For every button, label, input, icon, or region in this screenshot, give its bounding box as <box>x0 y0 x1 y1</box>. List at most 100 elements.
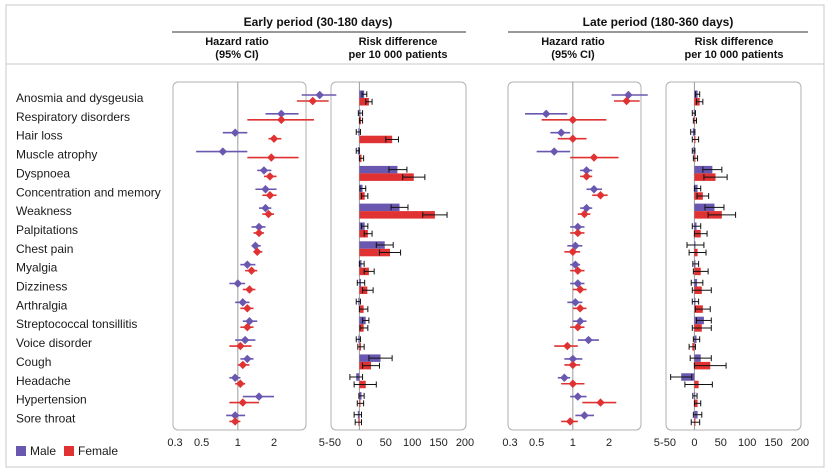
early-female-hr-point <box>265 172 275 181</box>
late-male-hr-point <box>582 166 591 175</box>
late-female-hr-point <box>568 247 578 256</box>
early-female-hr-point <box>243 304 252 313</box>
outcome-label: Headache <box>16 374 71 388</box>
late-female-hr-point <box>589 153 599 162</box>
late-male-hr-point <box>589 185 599 194</box>
late-female-hr-point <box>582 172 591 181</box>
late-male-hr-point <box>560 373 569 382</box>
late-male-rd-bar <box>694 203 715 212</box>
late-female-hr-point <box>568 115 578 125</box>
late-male-hr-point <box>571 241 580 250</box>
outcome-label: Streptococcal tonsillitis <box>16 317 137 331</box>
early-female-hr-point <box>236 341 245 351</box>
late-female-hr-point <box>568 360 578 370</box>
late-female-hr-point <box>596 191 605 200</box>
early-male-hr-point <box>254 222 264 232</box>
early-period-title: Early period (30-180 days) <box>244 15 393 29</box>
early-female-rd-bar <box>359 248 391 257</box>
late-hr-tick-label: 5 <box>654 437 660 449</box>
late-hr-title: Hazard ratio <box>541 36 605 48</box>
legend: Male Female <box>16 444 118 458</box>
late-male-hr-point <box>624 90 633 100</box>
late-female-hr-point <box>573 266 583 275</box>
late-hr-subtitle: (95% CI) <box>551 49 595 61</box>
late-male-hr-point <box>568 354 578 364</box>
early-male-hr-point <box>230 128 240 137</box>
late-rd-tick-label: -50 <box>660 437 676 449</box>
late-female-hr-point <box>568 134 578 143</box>
late-male-hr-point <box>571 298 580 307</box>
early-rd-title: Risk difference <box>359 36 438 48</box>
early-male-hr-point <box>261 185 270 194</box>
late-female-hr-point <box>575 304 585 313</box>
early-hr-tick-label: 0.5 <box>194 437 209 449</box>
early-male-hr-point <box>218 147 228 156</box>
late-male-hr-point <box>571 260 580 269</box>
early-hr-tick-label: 0.3 <box>167 437 182 449</box>
early-male-hr-point <box>243 260 252 269</box>
outcome-label: Weakness <box>16 204 72 218</box>
outcome-label: Arthralgia <box>16 298 68 312</box>
late-rd-tick-label: 200 <box>791 437 809 449</box>
late-hr-panel <box>507 81 642 431</box>
legend-female-label: Female <box>78 444 118 458</box>
late-male-hr-point <box>556 128 566 137</box>
late-male-hr-point <box>541 109 551 119</box>
early-rd-panel <box>330 81 467 431</box>
outcome-label: Cough <box>16 355 51 369</box>
early-male-hr-point <box>238 298 248 307</box>
early-male-rd-bar <box>359 165 398 174</box>
late-hr-tick-label: 0.5 <box>529 437 544 449</box>
late-female-hr-point <box>622 96 631 106</box>
early-male-rd-bar <box>359 203 400 212</box>
early-female-rd-bar <box>359 135 393 144</box>
data-marks <box>196 90 737 426</box>
early-female-hr-point <box>254 228 264 238</box>
outcome-label: Anosmia and dysgeusia <box>16 91 144 105</box>
outcome-labels: Anosmia and dysgeusia Respiratory disorde… <box>16 91 161 425</box>
early-female-hr-point <box>308 96 317 106</box>
early-female-hr-point <box>267 153 276 162</box>
early-female-hr-point <box>238 398 248 407</box>
legend-male-label: Male <box>30 444 56 458</box>
early-rd-tick-label: 50 <box>380 437 392 449</box>
late-male-hr-point <box>584 335 593 345</box>
early-rd-tick-label: -50 <box>325 437 341 449</box>
early-male-hr-point <box>277 109 286 119</box>
early-rd-subtitle: per 10 000 patients <box>348 49 447 61</box>
outcome-label: Muscle atrophy <box>16 148 97 162</box>
early-female-hr-point <box>269 134 279 143</box>
outcome-label: Concentration and memory <box>16 185 161 199</box>
late-female-hr-point <box>573 228 583 238</box>
late-female-hr-point <box>565 417 575 426</box>
late-female-hr-point <box>596 398 605 407</box>
outcome-label: Dizziness <box>16 280 67 294</box>
early-male-hr-point <box>233 279 243 288</box>
early-female-hr-point <box>243 323 252 332</box>
early-female-hr-point <box>236 379 245 388</box>
early-female-hr-point <box>238 360 248 370</box>
early-female-rd-bar <box>359 173 414 181</box>
early-female-hr-point <box>253 247 262 256</box>
late-female-hr-point <box>575 285 585 294</box>
late-female-hr-point <box>563 341 572 351</box>
late-hr-tick-label: 0.3 <box>502 437 517 449</box>
legend-female-swatch <box>64 446 74 456</box>
outcome-label: Respiratory disorders <box>16 110 130 124</box>
outcome-label: Palpitations <box>16 223 78 237</box>
early-hr-tick-label: 2 <box>271 437 277 449</box>
early-female-hr-point <box>230 417 240 426</box>
early-rd-tick-label: 100 <box>403 437 421 449</box>
late-period-title: Late period (180-360 days) <box>583 15 734 29</box>
early-male-hr-point <box>240 335 250 345</box>
outcome-label: Hair loss <box>16 129 63 143</box>
late-rd-tick-label: 100 <box>738 437 756 449</box>
outcome-label: Sore throat <box>16 411 76 425</box>
early-male-rd-bar <box>359 241 385 249</box>
axis-ticks: 0.3 0.5 1 2 5 0.3 0.5 1 2 5-50 0 50 100 150 200 -50 0 50 1… <box>167 437 809 449</box>
early-male-hr-point <box>315 90 324 100</box>
late-male-hr-point <box>550 147 559 156</box>
early-female-rd-bar <box>359 229 368 238</box>
late-rd-tick-label: 0 <box>691 437 697 449</box>
